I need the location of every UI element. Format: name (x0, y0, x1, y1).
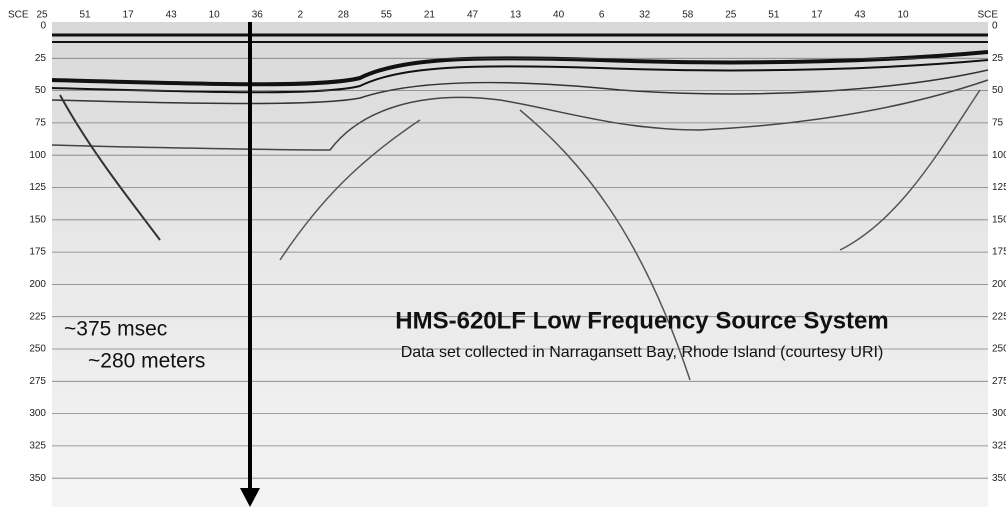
profile-area (52, 22, 988, 507)
reflector (839, 89, 981, 251)
depth-label: 300 (29, 408, 46, 419)
depth-label: 275 (992, 376, 1006, 387)
right-axis-label: SCE (977, 10, 998, 21)
subtitle: Data set collected in Narragansett Bay, … (401, 344, 884, 361)
depth-grid (52, 57, 988, 479)
reflector (59, 94, 161, 241)
trace-label: 43 (854, 10, 866, 21)
trace-label: 55 (381, 10, 393, 21)
trace-label: 17 (123, 10, 135, 21)
depth-label: 350 (992, 473, 1006, 484)
seabed (51, 50, 989, 87)
depth-label: 325 (992, 441, 1006, 452)
annotation: ~280 meters (88, 350, 205, 373)
trace-label: 32 (639, 10, 651, 21)
depth-label: 275 (29, 376, 46, 387)
depth-label: 200 (29, 279, 46, 290)
trace-label: 10 (209, 10, 221, 21)
depth-label: 50 (992, 85, 1004, 96)
depth-label: 175 (29, 247, 46, 258)
depth-label: 300 (992, 408, 1006, 419)
trace-label: 21 (424, 10, 436, 21)
trace-label: 25 (725, 10, 737, 21)
depth-label: 75 (992, 118, 1004, 129)
depth-label: 25 (992, 53, 1004, 64)
depth-label: 250 (992, 344, 1006, 355)
reflector (51, 59, 989, 94)
trace-label: 28 (338, 10, 350, 21)
trace-label: 58 (682, 10, 694, 21)
trace-label: 43 (166, 10, 178, 21)
depth-label: 250 (29, 344, 46, 355)
trace-label: 51 (768, 10, 780, 21)
trace-label: 36 (252, 10, 264, 21)
trace-label: 13 (510, 10, 522, 21)
depth-label: 0 (992, 21, 998, 32)
trace-label: 2 (298, 10, 304, 21)
trace-label: 17 (811, 10, 823, 21)
depth-label: 350 (29, 473, 46, 484)
trace-label: 47 (467, 10, 479, 21)
depth-label: 100 (29, 150, 46, 161)
depth-label: 200 (992, 279, 1006, 290)
reflectors (51, 33, 989, 381)
left-axis-label: SCE (8, 10, 29, 21)
depth-label: 25 (35, 53, 47, 64)
title: HMS-620LF Low Frequency Source System (395, 307, 888, 334)
trace-label: 25 (36, 10, 48, 21)
depth-label: 50 (35, 85, 47, 96)
depth-label: 125 (992, 182, 1006, 193)
depth-label: 0 (40, 21, 46, 32)
reflector (279, 119, 421, 261)
depth-label: 75 (35, 118, 47, 129)
depth-label: 100 (992, 150, 1006, 161)
depth-label: 225 (992, 311, 1006, 322)
trace-label: 40 (553, 10, 565, 21)
trace-label: 51 (79, 10, 91, 21)
depth-label: 150 (992, 214, 1006, 225)
depth-label: 225 (29, 311, 46, 322)
depth-label: 325 (29, 441, 46, 452)
depth-label: 150 (29, 214, 46, 225)
trace-label: 6 (599, 10, 605, 21)
trace-label: 10 (897, 10, 909, 21)
depth-label: 175 (992, 247, 1006, 258)
arrow-head (240, 488, 260, 507)
reflector (51, 79, 989, 151)
annotation: ~375 msec (64, 318, 167, 341)
depth-label: 125 (29, 182, 46, 193)
reflector (519, 109, 691, 381)
